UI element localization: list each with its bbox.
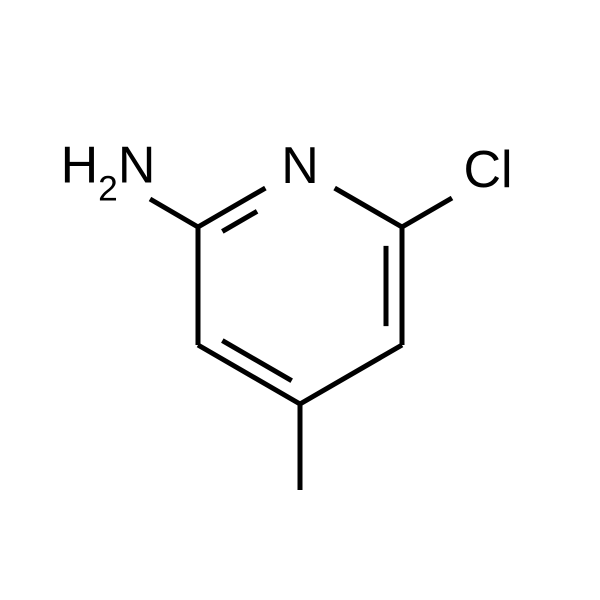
label-cl: Cl (463, 144, 512, 196)
label-nh2: H2N (61, 140, 156, 201)
label-n-ring: N (281, 140, 319, 192)
molecule-svg (0, 0, 600, 600)
structure-diagram: N H2N Cl (0, 0, 600, 600)
